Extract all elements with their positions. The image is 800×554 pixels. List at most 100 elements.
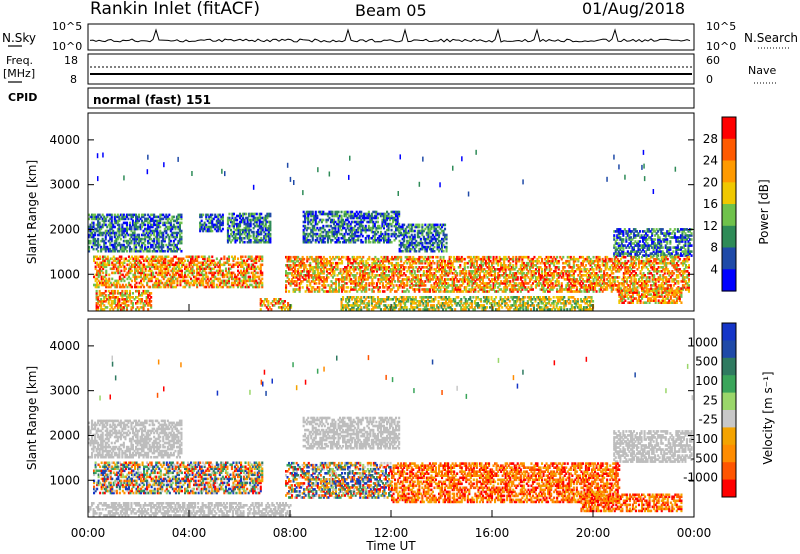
power-cell-b3	[378, 236, 381, 240]
power-cell-b6	[170, 269, 173, 273]
power-cell-b2	[231, 222, 234, 226]
power-cell-b5	[629, 252, 632, 255]
power-cell-b3	[331, 238, 334, 242]
power-cell-b7	[401, 280, 404, 283]
power-cell-b6	[230, 255, 233, 259]
power-cell-b0	[153, 247, 156, 251]
power-cell-b0	[178, 241, 181, 245]
power-cell-b7	[425, 257, 428, 261]
power-cell-b6	[130, 285, 133, 289]
power-cell-b6	[137, 275, 140, 279]
power-cell-b7	[372, 259, 375, 263]
power-cell-b7	[438, 280, 441, 283]
power-cell-b0	[121, 223, 124, 227]
power-cell-b5	[616, 230, 619, 233]
power-cell-b3	[328, 210, 331, 214]
power-cell-b2	[248, 226, 251, 230]
power-cell-b0	[100, 227, 103, 231]
power-cell-b6	[191, 259, 194, 263]
power-cell-b4	[412, 241, 415, 245]
power-cell-b7	[342, 284, 345, 287]
power-cell-b6	[111, 257, 114, 261]
power-cell-b0	[118, 223, 121, 227]
power-cell-b7	[360, 286, 363, 289]
power-cell-b4	[427, 237, 430, 241]
power-cell-b6	[144, 265, 147, 269]
power-cell-b7	[407, 257, 410, 261]
power-cell-b0	[133, 225, 136, 229]
power-cell-b3	[373, 238, 376, 242]
power-cell-b6	[205, 279, 208, 283]
power-cell-b0	[166, 233, 169, 237]
power-cell-b0	[113, 235, 116, 239]
power-cell-b3	[340, 224, 343, 228]
power-cell-b7	[412, 255, 415, 259]
power-cell-b6	[250, 279, 253, 283]
power-cell-b6	[240, 273, 243, 277]
power-cell-b6	[230, 273, 233, 277]
power-cell-b0	[147, 227, 150, 231]
power-cell-b7	[306, 288, 309, 291]
power-cell-b2	[269, 214, 272, 218]
power-cell-b0	[128, 213, 131, 217]
power-cell-b0	[145, 227, 148, 231]
power-cell-b7	[416, 278, 419, 281]
power-cell-b7	[368, 288, 371, 291]
power-cell-b6	[258, 281, 261, 285]
power-cell-b0	[162, 233, 165, 237]
power-cell-b6	[188, 261, 191, 265]
power-cell-b5	[681, 254, 684, 257]
power-cell-b7	[424, 288, 427, 291]
power-cell-b1	[215, 215, 218, 219]
power-cell-b3	[323, 240, 326, 244]
power-cell-b5	[628, 230, 631, 233]
power-cell-b6	[184, 285, 187, 289]
power-cell-b6	[118, 259, 121, 263]
power-cell-b0	[165, 229, 168, 233]
power-cell-b6	[243, 271, 246, 275]
power-cell-b3	[386, 218, 389, 222]
power-cell-b7	[310, 276, 313, 279]
power-cell-b6	[190, 257, 193, 261]
power-cell-b6	[102, 267, 105, 271]
power-cell-b6	[194, 277, 197, 281]
power-cell-b6	[173, 267, 176, 271]
power-cell-b3	[384, 230, 387, 234]
power-cell-b6	[249, 279, 252, 283]
power-cell-b5	[645, 252, 648, 255]
power-cell-b6	[150, 255, 153, 259]
power-cell-b0	[115, 237, 118, 241]
power-cell-b6	[211, 261, 214, 265]
power-cell-b0	[135, 215, 138, 219]
power-cell-b6	[173, 255, 176, 259]
power-cell-b7	[418, 266, 421, 269]
power-cell-b6	[129, 265, 132, 269]
power-cell-b6	[141, 267, 144, 271]
power-cell-b4	[442, 231, 445, 235]
freq-label: Freq.	[6, 54, 33, 67]
power-cell-b7	[328, 290, 331, 293]
power-cell-b7	[389, 261, 392, 265]
power-cell-b0	[91, 233, 94, 237]
power-cell-b6	[130, 269, 133, 273]
power-cell-b7	[307, 280, 310, 283]
power-cell-b7	[298, 274, 301, 277]
power-cell-b7	[394, 290, 397, 293]
power-cell-b3	[389, 218, 392, 222]
power-cell-b2	[248, 230, 251, 234]
power-cell-b0	[124, 217, 127, 221]
power-cell-b0	[141, 221, 144, 225]
power-cell-b0	[130, 225, 133, 229]
power-cell-b1	[208, 215, 211, 219]
power-cell-b6	[241, 283, 244, 287]
power-cell-b7	[363, 268, 366, 271]
power-cell-b6	[115, 261, 118, 265]
power-cell-b5	[645, 250, 648, 253]
power-cell-b7	[298, 290, 301, 293]
power-cell-b5	[622, 244, 625, 247]
power-cell-b7	[295, 280, 298, 283]
power-cell-b7	[356, 257, 359, 261]
power-cell-b5	[648, 254, 651, 257]
power-cell-b0	[159, 225, 162, 229]
power-cell-b2	[264, 240, 267, 244]
